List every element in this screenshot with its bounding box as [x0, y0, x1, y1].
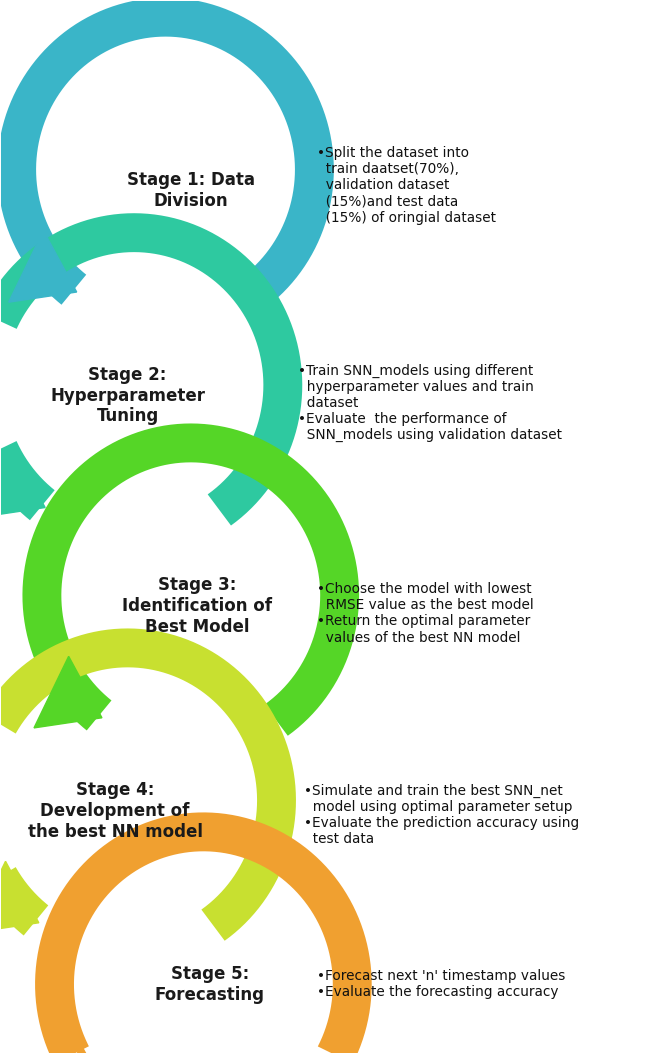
Text: Stage 4:
Development of
the best NN model: Stage 4: Development of the best NN mode… [27, 781, 203, 841]
Text: •Train SNN_models using different
  hyperparameter values and train
  dataset
•E: •Train SNN_models using different hyperp… [298, 364, 562, 443]
Polygon shape [34, 657, 102, 728]
Text: Stage 5:
Forecasting: Stage 5: Forecasting [155, 964, 264, 1003]
Text: •Simulate and train the best SNN_net
  model using optimal parameter setup
•Eval: •Simulate and train the best SNN_net mod… [305, 784, 579, 846]
Text: •Forecast next 'n' timestamp values
•Evaluate the forecasting accuracy: •Forecast next 'n' timestamp values •Eva… [317, 970, 566, 999]
Polygon shape [9, 231, 76, 302]
Polygon shape [0, 861, 39, 933]
Text: Stage 2:
Hyperparameter
Tuning: Stage 2: Hyperparameter Tuning [50, 366, 205, 426]
Polygon shape [0, 446, 45, 518]
Text: •Choose the model with lowest
  RMSE value as the best model
•Return the optimal: •Choose the model with lowest RMSE value… [317, 582, 534, 644]
Text: •Split the dataset into
  train daatset(70%),
  validation dataset
  (15%)and te: •Split the dataset into train daatset(70… [317, 145, 496, 225]
Polygon shape [47, 1046, 115, 1054]
Text: Stage 3:
Identification of
Best Model: Stage 3: Identification of Best Model [122, 577, 272, 636]
Text: Stage 1: Data
Division: Stage 1: Data Division [127, 171, 255, 210]
